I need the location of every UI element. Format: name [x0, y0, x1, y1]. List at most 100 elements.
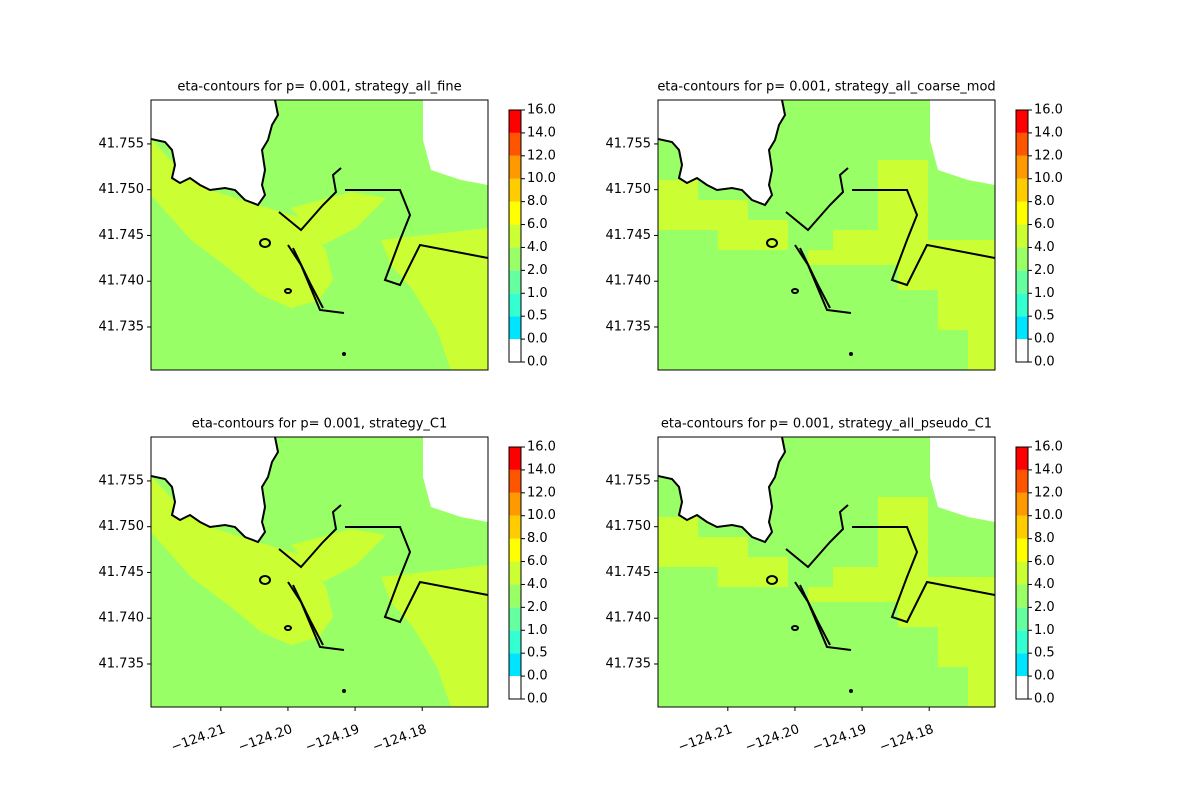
panel: eta-contours for p= 0.001, strategy_all_…: [99, 80, 556, 371]
panel-title: eta-contours for p= 0.001, strategy_all_…: [657, 80, 995, 95]
colorbar-tick-label: 14.0: [1034, 125, 1063, 140]
colorbar-segment: [1016, 316, 1028, 340]
level-fill: [658, 100, 785, 205]
colorbar-frame: [508, 446, 522, 700]
island: [849, 352, 853, 356]
coastline: [151, 100, 280, 207]
island: [766, 575, 778, 585]
colorbar-segment: [509, 178, 521, 202]
colorbar-tick-label: 0.5: [527, 646, 548, 661]
colorbar-tick-label: 1.0: [1034, 286, 1055, 301]
colorbar-segment: [509, 515, 521, 539]
colorbar-segment: [509, 316, 521, 340]
colorbar-segment: [509, 155, 521, 179]
colorbar-frame: [1015, 109, 1029, 363]
colorbar-tick-label: 8.0: [527, 194, 548, 209]
island: [259, 238, 271, 248]
colorbar-segment: [1016, 110, 1028, 133]
colorbar-tick-label: 0.0: [1034, 692, 1055, 707]
colorbar-segment: [509, 561, 521, 585]
colorbar-tick-label: 0.0: [1034, 355, 1055, 370]
island: [342, 352, 346, 356]
colorbar-tick-label: 0.0: [1034, 669, 1055, 684]
colorbar-segment: [509, 676, 521, 699]
y-tick-label: 41.735: [606, 319, 652, 334]
colorbar-frame: [508, 109, 522, 363]
island: [342, 689, 346, 693]
colorbar-tick-label: 14.0: [1034, 462, 1063, 477]
colorbar-tick-label: 12.0: [527, 148, 556, 163]
y-tick-label: 41.750: [606, 519, 652, 534]
y-tick-label: 41.735: [606, 656, 652, 671]
coastline: [794, 581, 852, 651]
x-tick-label: −124.18: [878, 722, 936, 755]
colorbar-segment: [1016, 155, 1028, 179]
level-fill: [658, 160, 995, 370]
colorbar-segment: [509, 447, 521, 470]
y-tick-label: 41.750: [99, 519, 145, 534]
colorbar-segment: [1016, 515, 1028, 539]
colorbar-tick-label: 1.0: [527, 286, 548, 301]
colorbar-segment: [1016, 201, 1028, 225]
coastline: [794, 244, 852, 314]
contour-field: [151, 437, 488, 707]
coastline: [278, 504, 342, 569]
contour-field: [151, 100, 488, 370]
y-tick-label: 41.740: [606, 611, 652, 626]
x-tick-label: −124.19: [811, 722, 869, 755]
colorbar-tick-label: 12.0: [1034, 485, 1063, 500]
y-tick-label: 41.740: [606, 274, 652, 289]
coastline: [292, 584, 324, 646]
coastline: [658, 100, 787, 207]
panel-title: eta-contours for p= 0.001, strategy_all_…: [661, 417, 992, 432]
colorbar-segment: [1016, 676, 1028, 699]
y-tick-label: 41.735: [99, 656, 145, 671]
colorbar-segment: [1016, 584, 1028, 608]
coastline: [852, 189, 995, 287]
colorbar-segment: [509, 584, 521, 608]
panel: eta-contours for p= 0.001, strategy_all_…: [606, 417, 1063, 756]
y-tick-label: 41.745: [99, 228, 145, 243]
colorbar-segment: [509, 653, 521, 677]
colorbar-tick-label: 1.0: [1034, 623, 1055, 638]
y-tick-label: 41.755: [606, 473, 652, 488]
y-tick-label: 41.745: [606, 565, 652, 580]
island: [766, 238, 778, 248]
coastline: [345, 526, 488, 624]
colorbar-tick-label: 2.0: [527, 263, 548, 278]
level-fill: [930, 437, 995, 522]
colorbar-segment: [1016, 538, 1028, 562]
coastline: [287, 581, 345, 651]
x-tick-label: −124.20: [743, 722, 801, 755]
colorbar-segment: [509, 132, 521, 156]
level-fill: [423, 437, 488, 522]
colorbar-tick-label: 0.0: [527, 355, 548, 370]
colorbar-segment: [509, 538, 521, 562]
island: [259, 575, 271, 585]
x-tick-label: −124.21: [169, 722, 227, 755]
x-tick-label: −124.19: [304, 722, 362, 755]
y-tick-label: 41.740: [99, 611, 145, 626]
y-tick-label: 41.755: [99, 473, 145, 488]
y-tick-label: 41.755: [606, 136, 652, 151]
colorbar-segment: [1016, 293, 1028, 317]
colorbar-segment: [1016, 132, 1028, 156]
colorbar-tick-label: 10.0: [527, 171, 556, 186]
coastline: [292, 247, 324, 309]
coastline: [345, 189, 488, 287]
level-fill: [381, 228, 488, 370]
colorbar-segment: [509, 224, 521, 248]
panel-title: eta-contours for p= 0.001, strategy_C1: [192, 417, 447, 432]
colorbar-tick-label: 4.0: [1034, 577, 1055, 592]
colorbar-segment: [509, 247, 521, 271]
island: [849, 689, 853, 693]
colorbar-segment: [509, 607, 521, 631]
level-fill: [658, 497, 995, 707]
colorbar-tick-label: 0.0: [527, 332, 548, 347]
colorbar-tick-label: 10.0: [527, 508, 556, 523]
colorbar-tick-label: 0.5: [527, 309, 548, 324]
level-fill: [381, 565, 488, 707]
colorbar-segment: [509, 270, 521, 294]
colorbar-tick-label: 1.0: [527, 623, 548, 638]
